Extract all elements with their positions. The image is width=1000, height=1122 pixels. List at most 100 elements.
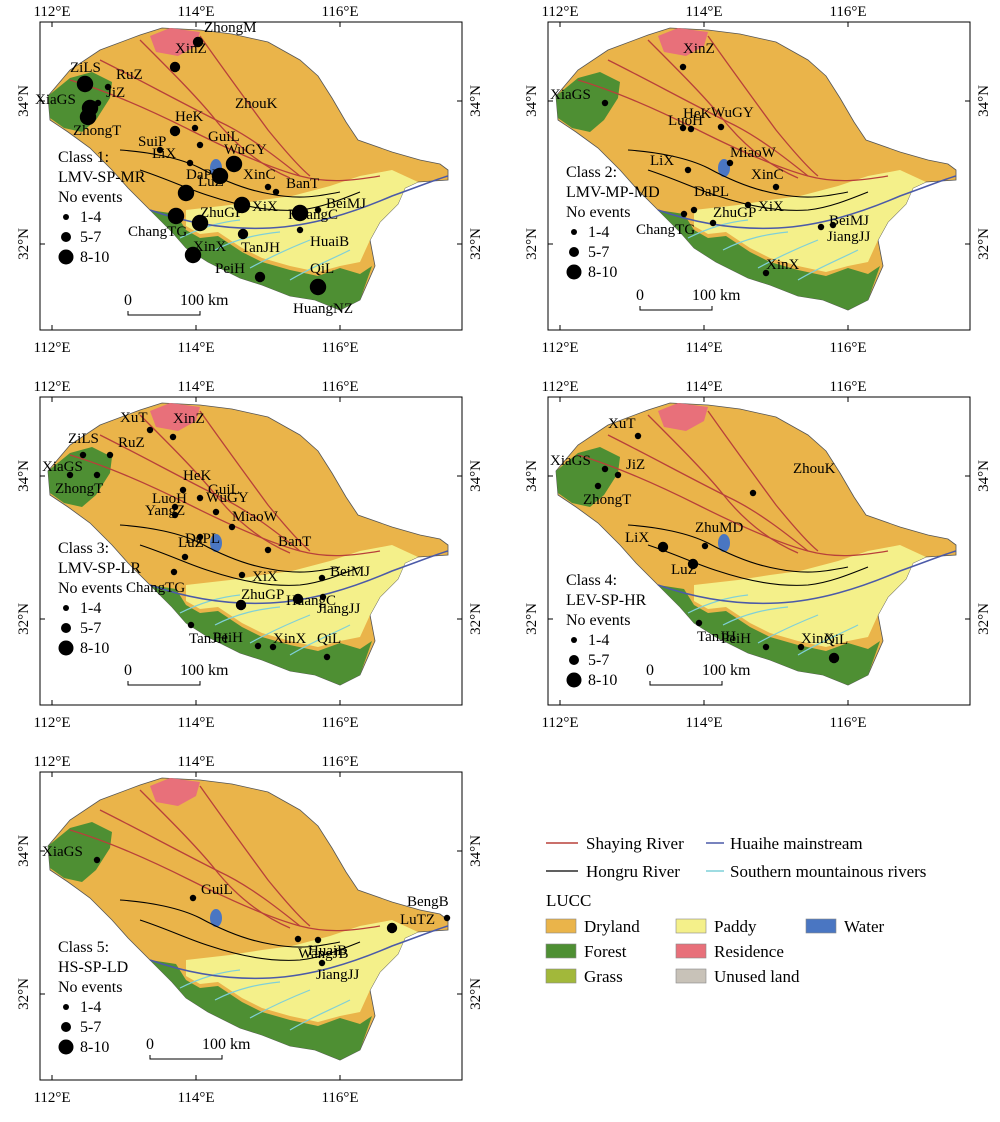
southern-river — [214, 231, 281, 251]
station-marker — [762, 643, 770, 651]
class-label: Class 5: — [58, 939, 109, 956]
legend-label: Residence — [714, 942, 784, 961]
lon-tick-label-top: 112°E — [541, 4, 578, 20]
size-legend-label: 1-4 — [588, 632, 609, 649]
class-label: Class 2: — [566, 164, 617, 181]
station-label: WuGY — [206, 490, 249, 506]
shaying-river — [69, 79, 381, 182]
size-legend-label: 8-10 — [588, 672, 617, 689]
southern-river — [214, 981, 281, 1001]
forest-area — [150, 960, 372, 1060]
station-label: XiaGS — [42, 459, 83, 475]
size-legend-label: 8-10 — [588, 264, 617, 281]
station-marker — [66, 471, 74, 479]
size-legend-marker — [566, 264, 582, 280]
station-marker — [772, 183, 780, 191]
station-label: RuZ — [118, 435, 145, 451]
size-legend-marker — [61, 1022, 71, 1032]
southern-river — [179, 219, 241, 239]
hongru-river — [139, 544, 361, 586]
station-label: TanJH — [241, 240, 280, 256]
southern-river — [687, 594, 749, 614]
station-label: BeiMJ — [330, 564, 370, 580]
station-label: XinZ — [175, 41, 207, 57]
lat-tick-label-left: 34°N — [524, 460, 540, 492]
station-label: PeiH — [721, 631, 751, 647]
legend-label: Unused land — [714, 967, 800, 986]
station-label: BanT — [286, 176, 319, 192]
water-body — [210, 534, 222, 552]
legend-lucc-water: Water — [805, 917, 884, 936]
station-label: XiX — [758, 199, 784, 215]
station-marker — [146, 426, 154, 434]
shaying-river — [99, 434, 301, 552]
station-marker — [76, 75, 94, 93]
station-marker — [156, 146, 164, 154]
station-label: XiaGS — [42, 844, 83, 860]
scale-bar — [127, 311, 201, 316]
station-label: XiX — [252, 569, 278, 585]
class-code: LMV-SP-MR — [58, 169, 146, 186]
station-label: LiX — [650, 153, 674, 169]
station-marker — [701, 542, 709, 550]
station-label: ChangTG — [126, 580, 185, 596]
forest-area — [48, 447, 112, 507]
residence-area — [150, 778, 200, 806]
legend-lucc-grass: Grass — [545, 967, 623, 986]
size-legend-marker — [58, 1039, 74, 1055]
station-label: LuoH — [668, 113, 703, 129]
station-marker — [695, 619, 703, 627]
station-label: MiaoW — [232, 509, 279, 525]
station-label: DaPL — [185, 531, 220, 547]
shaying-river — [99, 809, 301, 927]
legend-label: Water — [844, 917, 884, 936]
station-label: LiX — [625, 530, 649, 546]
station-marker — [179, 486, 187, 494]
station-label: LuTZ — [400, 912, 435, 928]
southern-river — [249, 614, 311, 644]
events-label: No events — [58, 580, 122, 597]
station-label: XinZ — [683, 41, 715, 57]
scale-bar — [649, 681, 723, 686]
station-marker — [169, 61, 181, 73]
station-marker — [181, 553, 189, 561]
station-label: ZiLS — [68, 431, 99, 447]
station-label: MiaoW — [730, 145, 777, 161]
station-label: JiZ — [106, 85, 125, 101]
events-label: No events — [566, 204, 630, 221]
station-marker — [601, 99, 609, 107]
station-marker — [294, 935, 302, 943]
hongru-river — [627, 149, 849, 198]
legend-label: Hongru River — [586, 862, 680, 881]
station-marker — [292, 593, 304, 605]
station-marker — [254, 271, 266, 283]
station-marker — [196, 533, 204, 541]
station-label: BanT — [278, 534, 311, 550]
station-label: BengB — [407, 894, 449, 910]
station-marker — [169, 125, 181, 137]
station-label: ZhouK — [235, 96, 278, 112]
legend-lucc-unused: Unused land — [675, 967, 800, 986]
station-label: XiaGS — [550, 87, 591, 103]
paddy-area — [186, 920, 418, 1022]
station-label: HeK — [683, 106, 711, 122]
lucc-title: LUCC — [546, 891, 591, 910]
hongru-river — [119, 524, 341, 573]
hongru-river — [139, 169, 361, 211]
station-label: GuiL — [208, 129, 240, 145]
station-label: ZhuGP — [713, 205, 756, 221]
station-label: HuaiB — [308, 943, 347, 959]
legend-lucc-residence: Residence — [675, 942, 784, 961]
station-label: LuZ — [178, 535, 204, 551]
station-marker — [749, 489, 757, 497]
southern-river — [687, 219, 749, 239]
map-panel-2: 112°E 112°E 114°E 114°E 116°E 116°E 34°N 34°N 32… — [524, 4, 992, 356]
basin-map — [47, 777, 449, 1061]
station-label: XinZ — [173, 411, 205, 427]
lat-tick-label-right: 34°N — [468, 835, 484, 867]
lon-tick-label-top: 114°E — [177, 754, 214, 770]
scale-bar-end: 100 km — [692, 287, 741, 304]
scale-bar — [127, 681, 201, 686]
station-label: QiL — [317, 631, 341, 647]
residence-area — [150, 28, 200, 56]
